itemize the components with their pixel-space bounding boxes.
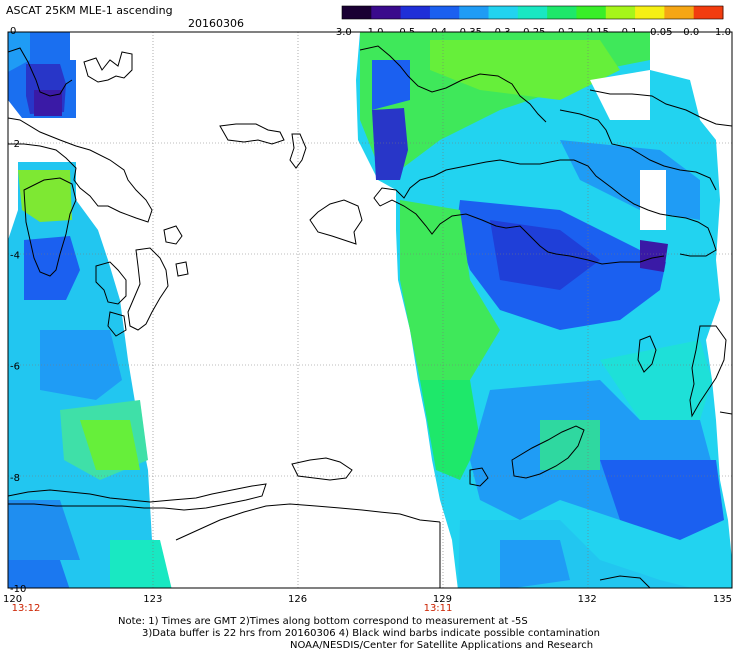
x-tick-label: 132 [578,594,597,605]
time-labels: 13:12 13:11 [12,603,453,614]
swath-time-label: 13:11 [424,603,453,614]
plot-frame [7,31,733,589]
colorbar-segment [576,6,607,19]
y-axis-labels: 0 -2 -4 -6 -8 -10 [10,26,26,595]
colorbar-segment [400,6,431,19]
x-tick-label: 135 [713,594,732,605]
colorbar-segment [664,6,695,19]
colorbar-segment [547,6,577,19]
swath-right [356,32,732,588]
y-tick-label: -10 [10,584,26,595]
colorbar-segment [488,6,519,19]
map-title: ASCAT 25KM MLE-1 ascending [6,4,173,17]
note-line-2: 3)Data buffer is 22 hrs from 20160306 4)… [142,628,600,639]
colorbar-segment [459,6,490,19]
x-axis-labels: 120 123 126 129 132 135 [3,594,732,605]
map-date: 20160306 [188,17,244,30]
coastlines [8,45,732,588]
y-tick-label: 0 [10,26,16,37]
y-tick-label: -6 [10,362,20,373]
note-line-1: Note: 1) Times are GMT 2)Times along bot… [118,616,528,627]
x-tick-label: 126 [288,594,307,605]
y-tick-label: -2 [10,139,20,150]
y-tick-label: -8 [10,473,20,484]
swath-left [8,32,172,588]
y-tick-label: -4 [10,250,20,261]
colorbar-segment [635,6,665,19]
colorbar-segment [693,6,724,19]
x-tick-label: 123 [143,594,162,605]
colorbar-segment [517,6,548,19]
colorbar-segment [342,6,372,19]
colorbar-segment [429,6,460,19]
x-tick-label: 129 [433,594,452,605]
note-line-3: NOAA/NESDIS/Center for Satellite Applica… [290,640,594,651]
x-tick-label: 120 [3,594,22,605]
colorbar-segment [371,6,402,19]
swath-time-label: 13:12 [12,603,41,614]
colorbar-segment [605,6,636,19]
